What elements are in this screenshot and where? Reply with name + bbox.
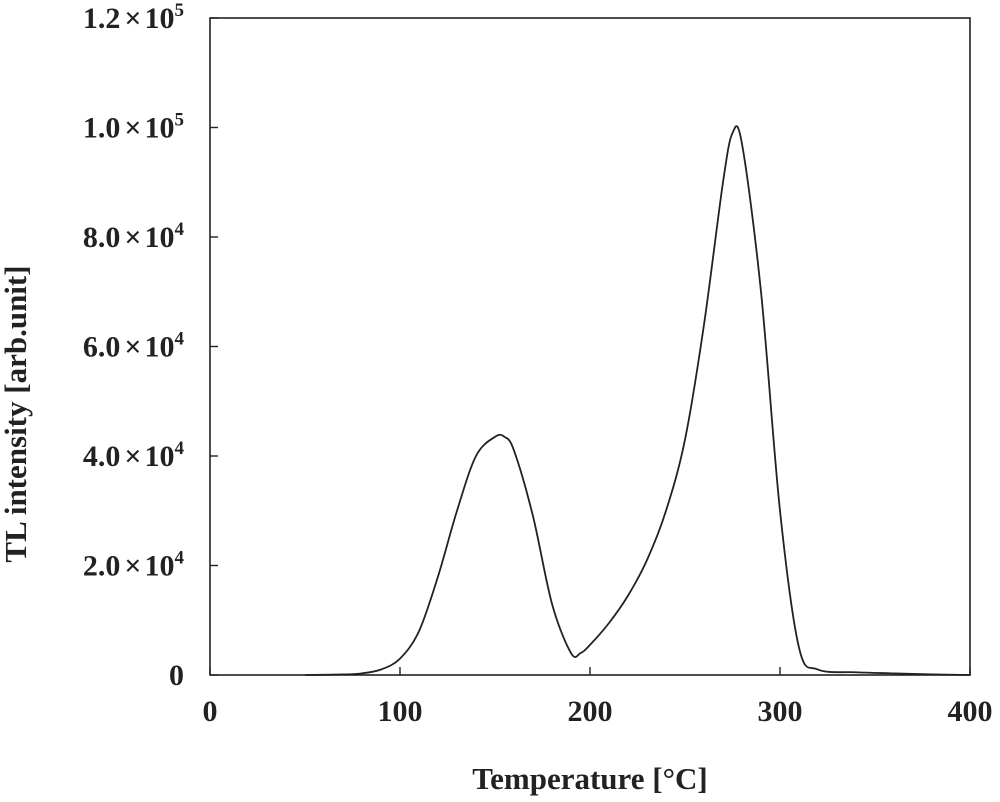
- x-axis-title: Temperature [°C]: [472, 761, 707, 796]
- x-tick-label: 300: [758, 695, 803, 728]
- tl-glow-curve-line: [304, 125, 971, 676]
- x-tick-label: 200: [568, 695, 613, 728]
- x-tick-label: 0: [203, 695, 218, 728]
- y-tick-label: 4.0 × 104: [83, 438, 185, 473]
- y-tick-label: 8.0 × 104: [83, 219, 185, 254]
- axis-ticks: 0 100 200 300 400 0 2.0 × 104 4.0 × 104 6.0 × 104 8.0 × 1…: [83, 0, 993, 728]
- y-tick-label: 0: [169, 659, 184, 692]
- y-tick-label: 2.0 × 104: [83, 548, 185, 583]
- y-tick-label: 1.2 × 105: [83, 0, 184, 35]
- plot-area-frame: [209, 17, 971, 676]
- x-tick-label: 100: [378, 695, 423, 728]
- y-tick-label: 1.0 × 105: [83, 110, 184, 145]
- y-axis-title: TL intensity [arb.unit]: [0, 265, 33, 562]
- series-layer: [304, 125, 971, 676]
- x-tick-label: 400: [948, 695, 993, 728]
- y-tick-label: 6.0 × 104: [83, 329, 185, 364]
